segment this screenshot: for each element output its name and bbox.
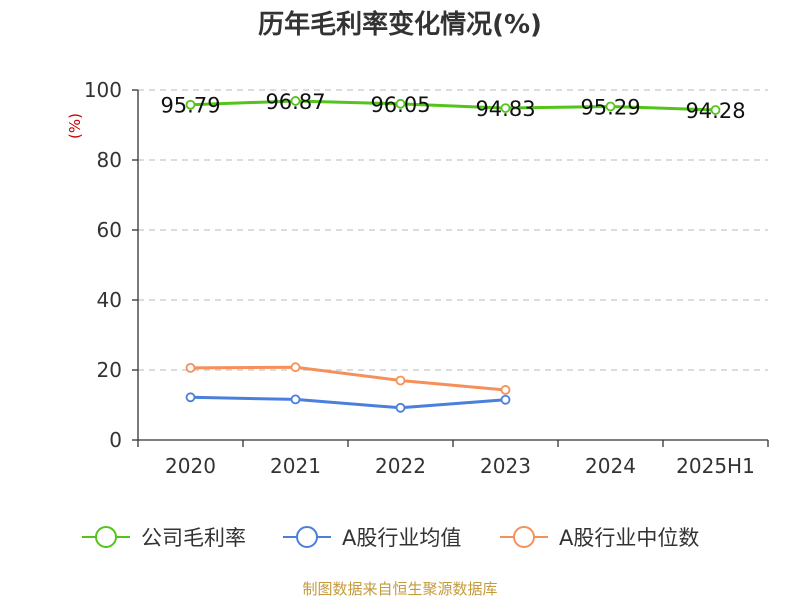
y-tick-label: 80 bbox=[97, 148, 122, 172]
y-tick-label: 20 bbox=[97, 358, 122, 382]
x-tick-label: 2021 bbox=[270, 454, 321, 478]
y-tick-label: 0 bbox=[109, 428, 122, 452]
data-label: 96.87 bbox=[265, 90, 325, 114]
data-point bbox=[185, 99, 196, 110]
data-point bbox=[395, 98, 406, 109]
y-tick-label: 60 bbox=[97, 218, 122, 242]
data-point bbox=[290, 362, 301, 373]
series-line bbox=[190, 395, 506, 410]
data-point bbox=[185, 392, 196, 403]
y-tick-label: 40 bbox=[97, 288, 122, 312]
data-point bbox=[500, 394, 511, 405]
series-layer: 95.79 96.87 96.05 94.83 95.29 94.28 bbox=[160, 90, 746, 413]
legend-marker-icon bbox=[296, 526, 318, 548]
chart-title: 历年毛利率变化情况(%) bbox=[258, 9, 542, 40]
data-point bbox=[395, 402, 406, 413]
x-tick-label: 2023 bbox=[480, 454, 531, 478]
series-line bbox=[190, 99, 716, 112]
series-A股行业均值 bbox=[185, 392, 511, 413]
legend[interactable]: 公司毛利率 A股行业均值 A股行业中位数 bbox=[82, 526, 699, 550]
data-point bbox=[290, 394, 301, 405]
x-tick-label: 2022 bbox=[375, 454, 426, 478]
data-label: 95.79 bbox=[160, 94, 220, 118]
data-label: 94.83 bbox=[475, 97, 535, 121]
legend-item[interactable]: 公司毛利率 bbox=[82, 526, 246, 550]
legend-label: A股行业中位数 bbox=[559, 526, 699, 550]
data-point bbox=[500, 385, 511, 395]
data-point bbox=[605, 101, 616, 112]
source-footer: 制图数据来自恒生聚源数据库 bbox=[302, 580, 497, 598]
legend-marker-icon bbox=[513, 526, 535, 548]
legend-label: 公司毛利率 bbox=[141, 526, 246, 550]
x-tick-label: 2020 bbox=[165, 454, 216, 478]
grid-lines bbox=[138, 89, 768, 371]
data-point bbox=[500, 103, 511, 113]
axes: 0 20 40 60 80 100 2020 2021 2022 2023 2024 2025H1 bbox=[84, 78, 769, 478]
legend-item[interactable]: A股行业中位数 bbox=[500, 526, 699, 550]
data-label: 95.29 bbox=[580, 95, 640, 119]
series-公司毛利率: 95.79 96.87 96.05 94.83 95.29 94.28 bbox=[160, 90, 745, 123]
data-point bbox=[185, 362, 196, 373]
data-label: 94.28 bbox=[685, 99, 745, 123]
series-A股行业中位数 bbox=[185, 362, 511, 395]
series-line bbox=[190, 365, 506, 392]
data-point bbox=[395, 375, 406, 386]
y-tick-label: 100 bbox=[84, 78, 122, 102]
data-point bbox=[710, 105, 721, 115]
x-tick-label: 2025H1 bbox=[676, 454, 755, 478]
legend-marker-icon bbox=[95, 526, 117, 548]
data-label: 96.05 bbox=[370, 93, 430, 117]
y-axis-unit-label: (%) bbox=[66, 113, 84, 139]
data-point bbox=[290, 96, 301, 106]
x-tick-label: 2024 bbox=[585, 454, 636, 478]
legend-item[interactable]: A股行业均值 bbox=[283, 526, 461, 550]
legend-label: A股行业均值 bbox=[342, 526, 461, 550]
